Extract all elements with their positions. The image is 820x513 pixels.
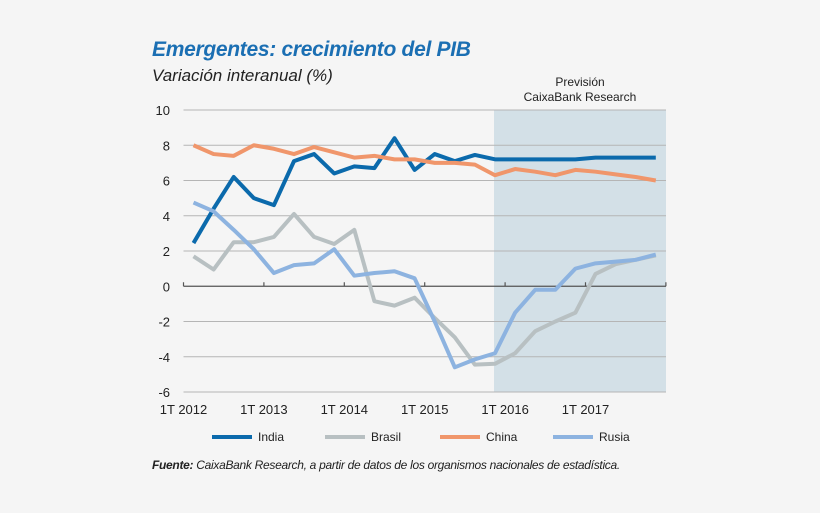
series-china xyxy=(192,143,657,183)
y-tick-label: -4 xyxy=(158,350,170,365)
x-tick-label: 1T 2014 xyxy=(321,402,368,417)
source-text: CaixaBank Research, a partir de datos de… xyxy=(193,458,620,472)
x-tick-label: 1T 2016 xyxy=(481,402,528,417)
x-tick-label: 1T 2015 xyxy=(401,402,448,417)
y-tick-label: -2 xyxy=(158,315,170,330)
source-note: Fuente: CaixaBank Research, a partir de … xyxy=(152,458,620,472)
y-tick-label: 8 xyxy=(163,138,170,153)
y-tick-label: 2 xyxy=(163,244,170,259)
source-label: Fuente: xyxy=(152,458,194,472)
series-line-china xyxy=(192,143,657,183)
y-tick-label: -6 xyxy=(158,385,170,400)
x-tick-label: 1T 2017 xyxy=(562,402,609,417)
y-tick-label: 6 xyxy=(163,174,170,189)
y-tick-label: 4 xyxy=(163,209,170,224)
legend-item-china: China xyxy=(440,430,518,444)
legend-label: China xyxy=(486,430,518,444)
x-tick-label: 1T 2012 xyxy=(160,402,207,417)
series-line-rusia xyxy=(192,200,657,370)
legend-item-india: India xyxy=(212,430,284,444)
chart-subtitle: Variación interanual (%) xyxy=(152,66,333,85)
legend-label: India xyxy=(258,430,284,444)
legend-item-rusia: Rusia xyxy=(553,430,630,444)
legend-label: Brasil xyxy=(371,430,401,444)
legend-label: Rusia xyxy=(599,430,630,444)
series-line-brasil xyxy=(192,211,657,367)
series-rusia xyxy=(192,200,657,370)
y-tick-label: 10 xyxy=(156,103,170,118)
forecast-label: Previsión xyxy=(555,75,604,89)
forecast-label: CaixaBank Research xyxy=(524,90,637,104)
x-tick-label: 1T 2013 xyxy=(240,402,287,417)
series-brasil xyxy=(192,211,657,367)
chart-title: Emergentes: crecimiento del PIB xyxy=(152,38,471,61)
y-tick-label: 0 xyxy=(163,279,170,294)
legend-item-brasil: Brasil xyxy=(325,430,401,444)
